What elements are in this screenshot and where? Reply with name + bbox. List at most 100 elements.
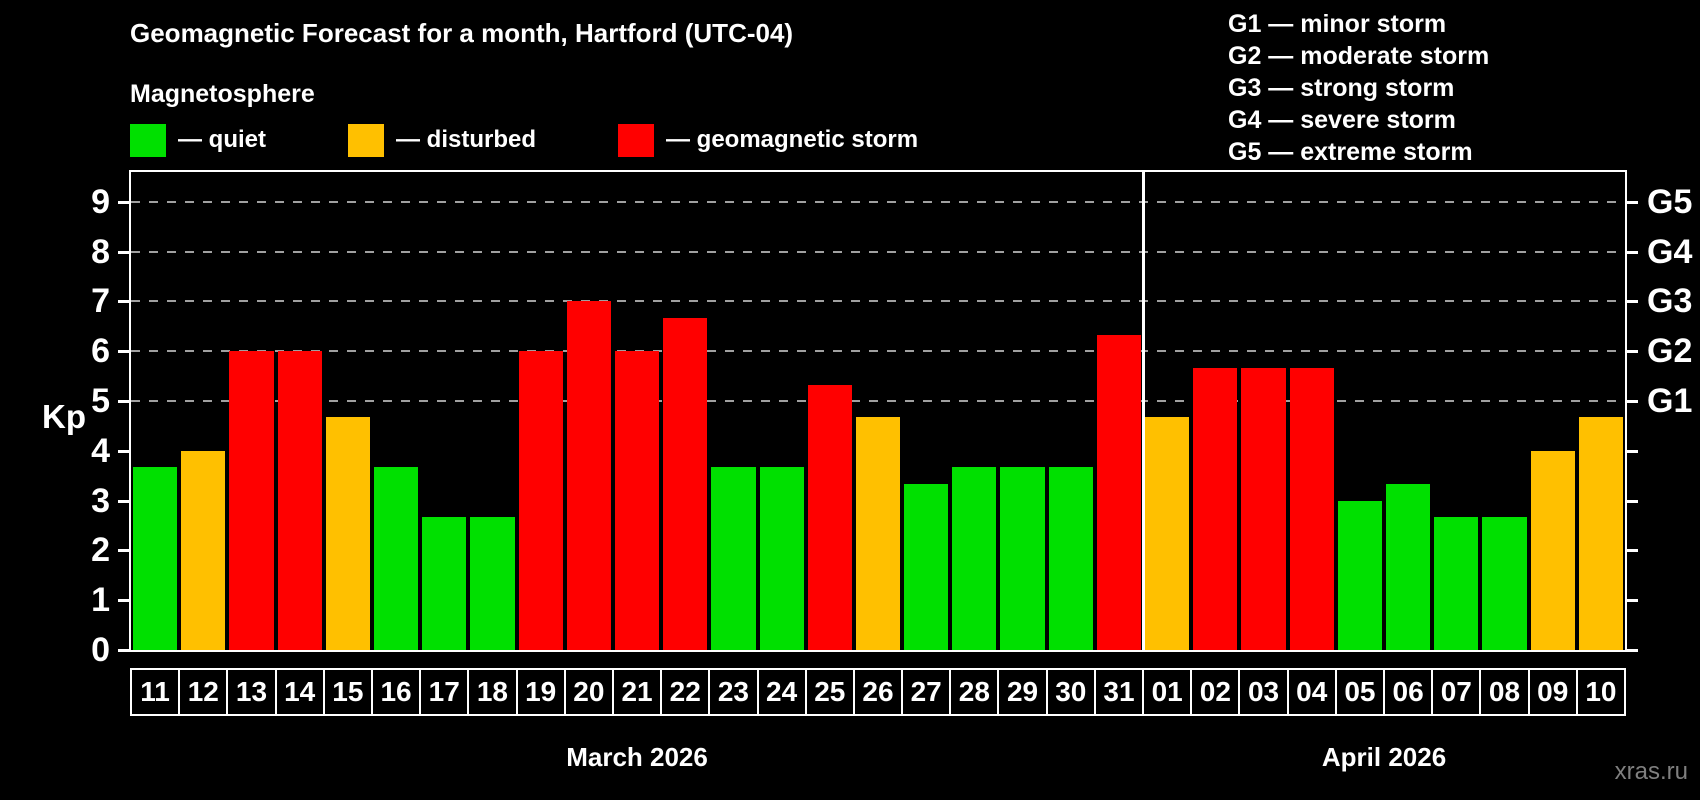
kp-bar-05 xyxy=(1337,500,1383,650)
gridline-kp-9 xyxy=(131,200,1625,203)
left-tick-kp-6 xyxy=(118,350,131,354)
left-tick-kp-1 xyxy=(118,599,131,603)
kp-bar-22 xyxy=(663,317,708,650)
ytick-label-8: 8 xyxy=(91,232,110,271)
legend-item-quiet: — quiet xyxy=(130,123,266,157)
left-tick-kp-9 xyxy=(118,200,131,204)
kp-bar-12 xyxy=(181,450,226,650)
date-box-21: 21 xyxy=(611,668,663,716)
kp-bar-28 xyxy=(952,467,997,650)
ytick-label-5: 5 xyxy=(91,382,110,421)
kp-bar-04 xyxy=(1289,367,1334,650)
kp-bar-11 xyxy=(133,467,178,650)
g-scale-label-G2: G2 xyxy=(1647,332,1693,371)
g-legend-line-5: G5 — extreme storm xyxy=(1228,138,1473,166)
kp-axis-label: Kp xyxy=(42,398,86,435)
kp-bar-25 xyxy=(807,384,852,650)
month-separator-line xyxy=(1141,172,1145,650)
kp-bar-09 xyxy=(1530,450,1575,650)
left-tick-kp-8 xyxy=(118,250,131,254)
right-tick-kp-8 xyxy=(1625,250,1638,254)
date-box-07: 07 xyxy=(1431,668,1482,716)
legend-label-quiet: — quiet xyxy=(178,126,266,153)
kp-bar-16 xyxy=(373,467,419,650)
legend-label-disturbed: — disturbed xyxy=(396,126,537,153)
kp-bar-20 xyxy=(566,301,611,650)
right-tick-kp-9 xyxy=(1625,200,1638,204)
date-box-20: 20 xyxy=(563,668,614,716)
kp-bar-29 xyxy=(1000,467,1045,650)
kp-bar-14 xyxy=(277,351,322,650)
left-tick-kp-3 xyxy=(118,499,131,503)
left-tick-kp-2 xyxy=(118,549,131,553)
date-box-30: 30 xyxy=(1045,668,1096,716)
date-box-01: 01 xyxy=(1142,668,1193,716)
date-box-23: 23 xyxy=(708,668,759,716)
legend-item-storm: — geomagnetic storm xyxy=(618,123,918,157)
gridline-kp-6 xyxy=(131,350,1625,353)
kp-bar-24 xyxy=(759,467,804,650)
kp-bar-07 xyxy=(1434,517,1479,650)
kp-bar-23 xyxy=(711,467,756,650)
g-legend-line-4: G4 — severe storm xyxy=(1228,106,1456,134)
kp-bar-03 xyxy=(1241,367,1286,650)
g-legend-line-3: G3 — strong storm xyxy=(1228,74,1455,102)
date-box-28: 28 xyxy=(949,668,1000,716)
kp-bar-30 xyxy=(1048,467,1093,650)
date-box-17: 17 xyxy=(419,668,470,716)
date-box-31: 31 xyxy=(1093,668,1145,716)
date-box-09: 09 xyxy=(1527,668,1578,716)
right-tick-kp-4 xyxy=(1625,449,1638,453)
disturbed-color-swatch xyxy=(348,123,384,157)
kp-bar-19 xyxy=(518,351,563,650)
ytick-label-0: 0 xyxy=(91,631,110,669)
ytick-label-2: 2 xyxy=(91,531,110,570)
right-tick-kp-3 xyxy=(1625,499,1638,503)
right-tick-kp-7 xyxy=(1625,300,1638,304)
date-box-24: 24 xyxy=(756,668,807,716)
date-box-25: 25 xyxy=(804,668,855,716)
left-tick-kp-5 xyxy=(118,400,131,404)
month-label-2: April 2026 xyxy=(1321,742,1447,772)
date-box-11: 11 xyxy=(130,668,181,716)
g-storm-legend: G1 — minor storm G2 — moderate storm G3 — … xyxy=(1228,8,1489,168)
page-title: Geomagnetic Forecast for a month, Hartfo… xyxy=(130,18,794,48)
right-tick-kp-2 xyxy=(1625,549,1638,553)
kp-bar-chart-plot-area xyxy=(129,170,1627,652)
kp-bar-06 xyxy=(1386,484,1431,650)
g-scale-label-G1: G1 xyxy=(1647,382,1693,421)
g-scale-label-G4: G4 xyxy=(1647,232,1693,271)
g-legend-line-2: G2 — moderate storm xyxy=(1228,42,1490,70)
date-box-22: 22 xyxy=(660,668,711,716)
g-legend-line-1: G1 — minor storm xyxy=(1228,10,1447,38)
date-box-04: 04 xyxy=(1286,668,1337,716)
g-scale-label-G3: G3 xyxy=(1647,282,1693,321)
date-box-05: 05 xyxy=(1334,668,1386,716)
date-box-19: 19 xyxy=(515,668,566,716)
kp-bar-26 xyxy=(855,417,901,650)
ytick-label-3: 3 xyxy=(91,481,110,520)
kp-bar-02 xyxy=(1193,367,1238,650)
ytick-label-6: 6 xyxy=(91,332,110,371)
left-tick-kp-4 xyxy=(118,449,131,453)
date-box-26: 26 xyxy=(852,668,904,716)
storm-color-swatch xyxy=(618,123,654,157)
ytick-label-7: 7 xyxy=(91,282,110,321)
month-label-1: March 2026 xyxy=(566,742,708,772)
ytick-label-1: 1 xyxy=(91,581,110,620)
date-box-16: 16 xyxy=(370,668,422,716)
date-box-10: 10 xyxy=(1575,668,1626,716)
kp-bar-08 xyxy=(1482,517,1527,650)
date-box-15: 15 xyxy=(322,668,373,716)
gridline-kp-5 xyxy=(131,400,1625,403)
kp-bar-13 xyxy=(229,351,274,650)
kp-bar-21 xyxy=(614,351,660,650)
date-box-12: 12 xyxy=(178,668,229,716)
ytick-label-9: 9 xyxy=(91,182,110,221)
right-tick-kp-6 xyxy=(1625,350,1638,354)
ytick-label-4: 4 xyxy=(91,431,110,470)
left-tick-kp-0 xyxy=(118,649,131,652)
date-box-14: 14 xyxy=(274,668,325,716)
right-tick-kp-1 xyxy=(1625,599,1638,603)
